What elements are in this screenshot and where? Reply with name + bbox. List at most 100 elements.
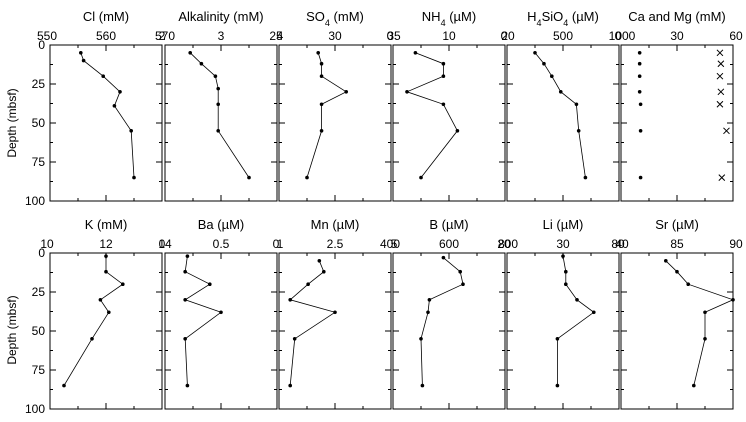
x-tick-label: 20	[501, 29, 515, 43]
x-tick-label: 0	[273, 237, 280, 251]
panel-title: Mn (µM)	[311, 217, 360, 232]
data-point	[199, 61, 204, 66]
panel-1: Cl (mM) 550 560 570 0 25 50 75 100	[25, 9, 175, 208]
series-1	[664, 259, 735, 388]
data-point	[717, 60, 725, 68]
panel-frame	[392, 252, 506, 410]
data-point	[576, 129, 581, 133]
series-mg	[716, 49, 730, 181]
data-point	[319, 74, 324, 78]
x-tick-label: 550	[37, 29, 57, 43]
data-point	[322, 269, 326, 274]
x-tick-label: 0	[387, 29, 394, 43]
panel-frame	[49, 44, 163, 202]
panel-frame	[506, 44, 620, 202]
data-point	[420, 383, 425, 388]
data-point	[104, 254, 108, 258]
data-point	[441, 61, 446, 66]
data-point	[716, 72, 724, 80]
x-tick-label: 1	[277, 237, 284, 251]
data-point	[555, 383, 560, 388]
y-tick-label: 0	[38, 38, 45, 52]
x-tick-label: 560	[96, 29, 116, 43]
data-point	[319, 102, 324, 107]
panel-frame	[278, 252, 392, 410]
panel-title: Sr (µM)	[655, 217, 699, 232]
y-axis-labels: Depth (mbsf) Depth (mbsf)	[5, 88, 19, 364]
series-1	[288, 259, 337, 388]
series-1	[79, 51, 136, 180]
data-point	[441, 102, 446, 107]
series-line	[534, 52, 586, 178]
series-1	[188, 51, 251, 180]
x-tick-label: 570	[155, 29, 175, 43]
data-point	[533, 51, 537, 55]
data-point	[564, 282, 568, 287]
panel-3: SO4 (mM) 25 30 35	[269, 9, 401, 202]
panel-title: H4SiO4 (µM)	[527, 9, 599, 28]
panel-6: Ca and Mg (mM) 0 30 60	[615, 9, 743, 202]
series-1	[62, 254, 125, 388]
data-point	[592, 310, 596, 315]
x-tick-label: 500	[553, 29, 573, 43]
x-tick-label: 14	[158, 237, 172, 251]
x-tick-label: 600	[439, 237, 459, 251]
data-point	[458, 269, 463, 274]
data-point	[101, 74, 105, 78]
y-tick-label: 50	[32, 324, 46, 338]
x-tick-label: 30	[328, 29, 342, 43]
series-line	[184, 256, 222, 386]
series-line	[189, 52, 250, 178]
x-tick-label: 800	[498, 237, 518, 251]
data-point	[183, 337, 187, 341]
data-point	[555, 337, 560, 341]
panel-title: Cl (mM)	[83, 9, 129, 24]
x-tick-label: 10	[442, 29, 456, 43]
data-point	[62, 383, 66, 388]
data-point	[574, 102, 579, 107]
series-1	[555, 254, 596, 388]
data-point	[638, 129, 643, 133]
data-point	[426, 310, 430, 315]
series-line	[306, 52, 348, 178]
data-point	[107, 310, 111, 315]
data-point	[461, 282, 465, 287]
data-point	[219, 310, 223, 315]
data-point	[731, 298, 735, 302]
panel-12: Sr (µM) 80 85 90	[611, 217, 743, 410]
x-tick-label: 0.5	[213, 237, 230, 251]
series-1	[305, 51, 349, 180]
data-point	[216, 102, 220, 107]
series-1	[533, 51, 588, 180]
data-point	[183, 298, 187, 302]
panel-2: Alkalinity (mM) 2 3 4	[159, 9, 284, 202]
panel-frame	[278, 44, 392, 202]
series-line	[289, 260, 336, 386]
data-point	[112, 104, 117, 108]
data-point	[717, 88, 725, 96]
data-point	[703, 310, 707, 315]
data-point	[405, 90, 409, 94]
data-point	[129, 129, 133, 133]
data-point	[316, 51, 321, 55]
data-point	[319, 129, 324, 133]
data-point	[718, 174, 726, 181]
data-point	[583, 175, 588, 180]
x-tick-label: 2.5	[327, 237, 344, 251]
y-tick-label: 25	[32, 285, 46, 299]
panel-4: NH4 (µM) 0 10 20	[387, 9, 515, 202]
data-point	[208, 282, 212, 287]
x-tick-label: 30	[670, 29, 684, 43]
x-tick-label: 2	[159, 29, 166, 43]
data-point	[561, 254, 565, 258]
y-tick-label: 75	[32, 155, 46, 169]
panel-title: K (mM)	[85, 217, 128, 232]
data-point	[441, 255, 446, 260]
data-point	[317, 259, 322, 263]
series-line	[63, 256, 124, 386]
data-point	[455, 129, 460, 133]
y-tick-label: 100	[25, 194, 45, 208]
data-point	[558, 90, 563, 94]
